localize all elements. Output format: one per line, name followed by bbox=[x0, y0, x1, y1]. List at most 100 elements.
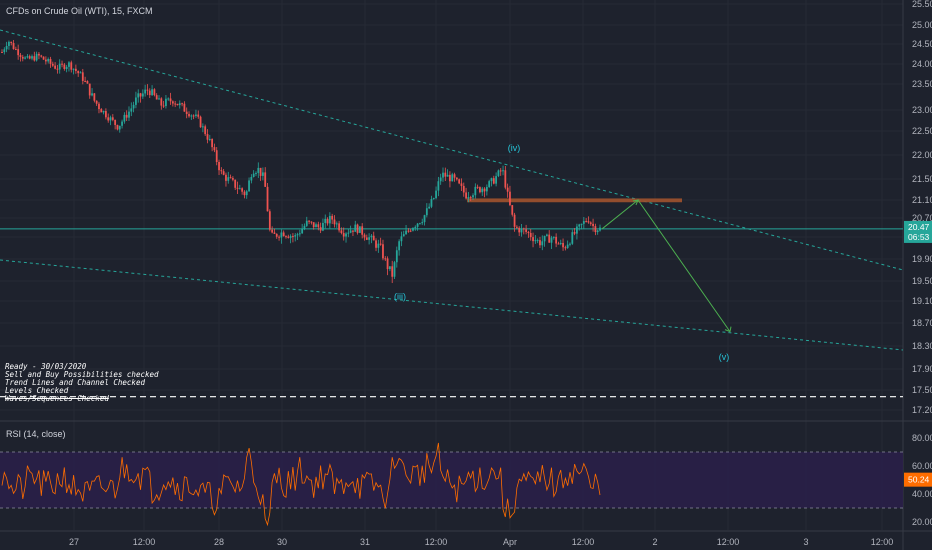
candle-body bbox=[100, 109, 103, 113]
candle-body bbox=[328, 215, 331, 224]
candle-body bbox=[543, 235, 546, 242]
candle-body bbox=[248, 180, 250, 192]
candle-body bbox=[225, 174, 227, 181]
candle-body bbox=[47, 58, 50, 62]
price-tick-label: 23.00 bbox=[912, 105, 932, 115]
projection-arrowhead bbox=[632, 199, 639, 206]
candle-body bbox=[292, 236, 294, 238]
candle-body bbox=[416, 223, 419, 227]
candle-body bbox=[171, 101, 174, 104]
candle-body bbox=[121, 121, 123, 126]
candle-body bbox=[361, 226, 364, 235]
wave-label: (v) bbox=[719, 352, 730, 362]
candle-body bbox=[326, 218, 329, 224]
rsi-tick-label: 40.00 bbox=[912, 489, 932, 499]
candle-body bbox=[402, 234, 405, 237]
candle-body bbox=[153, 89, 156, 96]
candle-body bbox=[405, 230, 407, 235]
candle-body bbox=[195, 114, 197, 116]
candle-body bbox=[527, 231, 530, 233]
price-tick-label: 24.00 bbox=[912, 59, 932, 69]
candle-body bbox=[176, 103, 179, 106]
candle-body bbox=[460, 183, 463, 186]
candle-body bbox=[388, 266, 391, 270]
candle-body bbox=[38, 53, 40, 56]
candle-body bbox=[273, 232, 276, 234]
candle-body bbox=[84, 80, 87, 82]
rsi-panel: 80.00 60.00 40.00 20.00 50.24 bbox=[0, 433, 932, 527]
candle-body bbox=[439, 177, 442, 182]
candle-body bbox=[368, 237, 371, 240]
candle-body bbox=[548, 234, 551, 243]
candle-body bbox=[386, 258, 389, 270]
candle-body bbox=[573, 232, 576, 234]
candle-body bbox=[395, 250, 398, 263]
candle-body bbox=[358, 226, 361, 233]
candle-body bbox=[377, 243, 380, 248]
candle-body bbox=[347, 232, 350, 234]
candle-body bbox=[139, 93, 142, 97]
candle-body bbox=[280, 232, 283, 238]
candle-body bbox=[243, 191, 246, 196]
candle-body bbox=[245, 191, 248, 196]
candle-body bbox=[449, 174, 451, 182]
countdown-text: 06:53 bbox=[908, 232, 930, 242]
candle-body bbox=[310, 221, 313, 223]
candle-body bbox=[305, 220, 308, 226]
candle-body bbox=[213, 147, 216, 151]
candle-body bbox=[81, 72, 84, 81]
wave-label: (iv) bbox=[508, 143, 521, 153]
candle-body bbox=[141, 93, 144, 97]
candle-body bbox=[234, 179, 237, 188]
candle-body bbox=[155, 95, 158, 100]
candle-body bbox=[35, 53, 38, 61]
candle-body bbox=[580, 223, 583, 225]
candle-body bbox=[513, 214, 516, 227]
candle-body bbox=[483, 188, 486, 192]
candle-body bbox=[17, 49, 20, 56]
wave-label: (iii) bbox=[394, 292, 406, 302]
candle-body bbox=[462, 185, 465, 193]
candle-body bbox=[208, 139, 211, 141]
candle-body bbox=[114, 119, 117, 125]
candle-body bbox=[192, 115, 195, 117]
price-tick-label: 19.50 bbox=[912, 276, 932, 286]
rsi-tick-label: 80.00 bbox=[912, 433, 932, 443]
candle-body bbox=[255, 172, 257, 174]
candle-body bbox=[58, 63, 61, 70]
candle-body bbox=[569, 243, 571, 245]
candle-body bbox=[148, 90, 151, 96]
candle-body bbox=[539, 240, 541, 246]
candle-body bbox=[266, 186, 269, 212]
candle-body bbox=[319, 227, 322, 231]
candle-body bbox=[576, 226, 578, 234]
candle-body bbox=[33, 56, 36, 61]
price-tick-label: 23.50 bbox=[912, 79, 932, 89]
candle-body bbox=[132, 104, 135, 109]
projection-arrowhead bbox=[724, 326, 732, 333]
candle-body bbox=[24, 57, 26, 59]
candle-body bbox=[275, 233, 278, 237]
candle-body bbox=[282, 232, 285, 237]
candle-body bbox=[137, 93, 140, 98]
candle-body bbox=[384, 258, 387, 260]
candle-body bbox=[104, 111, 107, 118]
candle-body bbox=[437, 181, 440, 191]
time-tick-label: 12:00 bbox=[572, 537, 595, 547]
candle-body bbox=[278, 236, 280, 238]
candle-body bbox=[135, 97, 137, 105]
candle-body bbox=[315, 224, 317, 228]
candle-body bbox=[312, 222, 315, 228]
time-tick-label: 2 bbox=[652, 537, 657, 547]
candle-body bbox=[520, 228, 523, 233]
candle-body bbox=[158, 98, 160, 100]
candle-body bbox=[185, 111, 188, 114]
candle-body bbox=[130, 108, 133, 112]
candle-body bbox=[160, 98, 163, 106]
price-tick-label: 22.00 bbox=[912, 150, 932, 160]
price-tick-label: 18.70 bbox=[912, 318, 932, 328]
candle-body bbox=[425, 208, 428, 216]
candle-body bbox=[446, 174, 449, 177]
note-line: Trend Lines and Channel Checked bbox=[5, 378, 145, 387]
